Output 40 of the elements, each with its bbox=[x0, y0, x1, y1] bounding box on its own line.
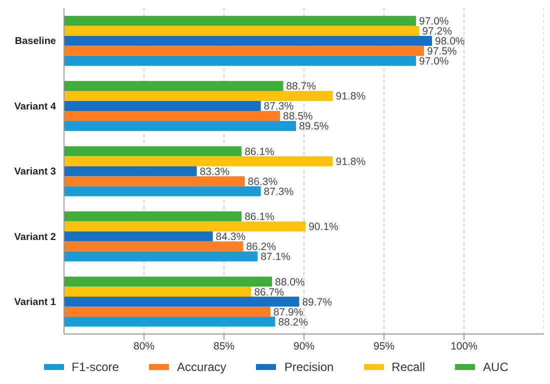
data-label: 89.5% bbox=[299, 120, 329, 133]
x-tick-label: 80% bbox=[133, 340, 155, 352]
data-label: 87.1% bbox=[260, 251, 290, 264]
legend-label: Precision bbox=[283, 360, 334, 374]
data-label: 87.3% bbox=[264, 186, 294, 198]
data-label: 97.2% bbox=[422, 26, 452, 38]
y-tick-label: Baseline bbox=[14, 36, 56, 48]
data-label: 98.0% bbox=[435, 36, 465, 48]
data-label: 88.5% bbox=[283, 110, 313, 123]
data-label: 87.9% bbox=[273, 306, 304, 318]
legend-label: F1-score bbox=[70, 360, 119, 374]
data-label: 86.3% bbox=[248, 176, 278, 188]
data-label: 86.1% bbox=[244, 146, 274, 158]
y-tick-label: Variant 2 bbox=[14, 232, 56, 243]
data-label: 97.0% bbox=[419, 56, 449, 68]
data-label: 84.3% bbox=[216, 231, 246, 244]
data-label: 88.2% bbox=[278, 316, 308, 328]
data-label: 91.8% bbox=[336, 90, 366, 103]
data-label: 89.7% bbox=[302, 296, 332, 308]
data-label: 88.7% bbox=[286, 80, 316, 93]
legend-label: AUC bbox=[482, 360, 508, 374]
data-label: 91.8% bbox=[336, 156, 366, 168]
x-tick-label: 85% bbox=[213, 340, 235, 352]
data-label: 86.7% bbox=[254, 286, 284, 298]
x-tick-label: 90% bbox=[293, 340, 315, 352]
y-tick-label: Variant 3 bbox=[14, 166, 56, 178]
data-label: 83.3% bbox=[200, 166, 230, 178]
data-label: 97.0% bbox=[419, 16, 449, 28]
x-tick-label: 100% bbox=[450, 340, 478, 352]
data-label: 86.2% bbox=[246, 241, 276, 254]
data-label: 97.5% bbox=[427, 46, 457, 58]
legend-label: Recall bbox=[390, 360, 426, 374]
x-tick-label: 95% bbox=[373, 340, 395, 352]
data-label: 87.3% bbox=[264, 100, 294, 113]
data-label: 90.1% bbox=[308, 221, 338, 234]
y-tick-label: Variant 4 bbox=[14, 101, 56, 112]
data-label: 86.1% bbox=[244, 211, 274, 224]
legend-label: Accuracy bbox=[176, 360, 226, 374]
data-label: 88.0% bbox=[275, 276, 305, 288]
y-tick-label: Variant 1 bbox=[14, 296, 56, 308]
